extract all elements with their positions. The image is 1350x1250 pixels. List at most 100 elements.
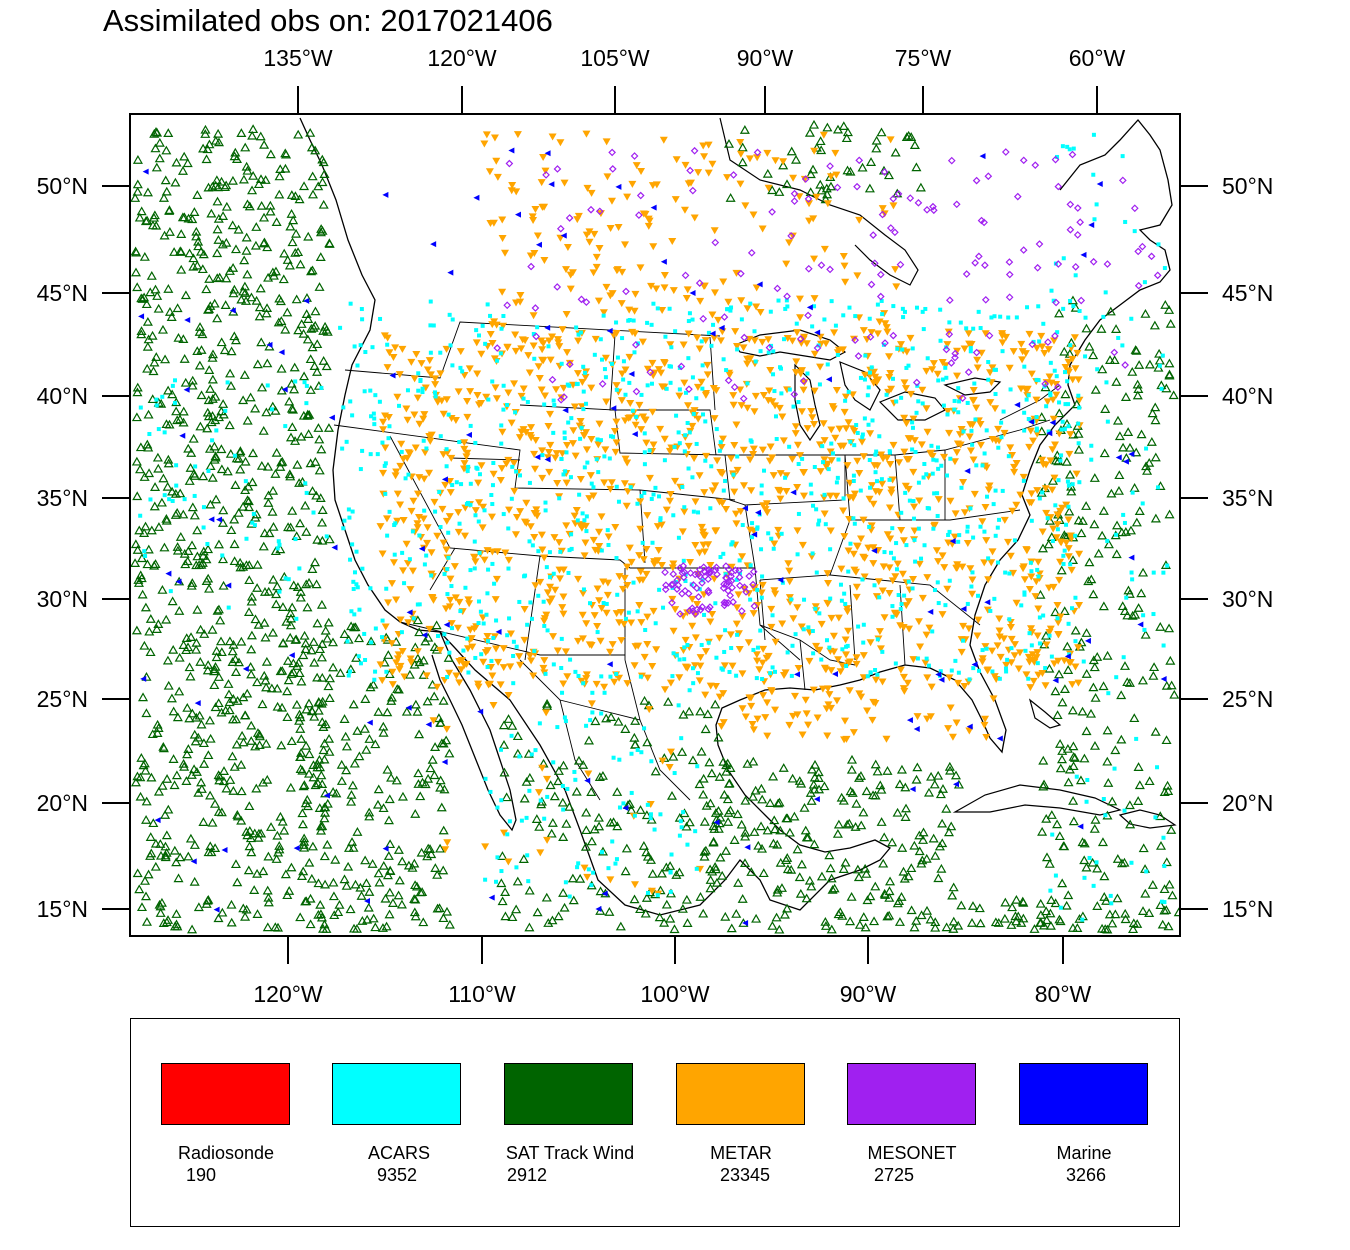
obs-marker	[898, 866, 909, 876]
obs-marker	[1041, 906, 1052, 916]
obs-marker	[318, 157, 329, 167]
obs-marker	[496, 878, 507, 888]
obs-marker	[752, 284, 761, 292]
obs-marker	[286, 862, 297, 872]
obs-marker	[713, 601, 718, 606]
obs-marker	[1035, 910, 1046, 919]
obs-marker	[872, 583, 877, 588]
obs-marker	[826, 265, 834, 274]
obs-marker	[793, 441, 802, 449]
obs-marker	[291, 294, 302, 304]
obs-marker	[442, 632, 447, 637]
obs-marker	[845, 916, 856, 926]
obs-marker	[909, 140, 920, 149]
obs-marker	[713, 732, 724, 742]
obs-marker	[158, 473, 169, 483]
obs-marker	[446, 555, 451, 560]
obs-marker	[878, 587, 887, 595]
obs-marker	[928, 833, 939, 843]
obs-marker	[341, 741, 352, 751]
obs-marker	[789, 712, 798, 720]
obs-marker	[500, 911, 511, 921]
obs-marker	[1147, 880, 1158, 889]
obs-marker	[573, 669, 578, 674]
obs-marker	[705, 864, 716, 874]
obs-marker	[769, 815, 780, 825]
obs-marker	[642, 439, 651, 447]
obs-marker	[676, 564, 684, 572]
obs-marker	[587, 384, 596, 392]
obs-marker	[631, 580, 636, 585]
obs-marker	[491, 596, 500, 604]
obs-marker	[835, 475, 840, 480]
obs-marker	[953, 347, 962, 355]
obs-marker	[909, 415, 918, 423]
obs-marker	[1038, 670, 1047, 678]
obs-marker	[918, 827, 929, 837]
obs-marker	[771, 912, 782, 922]
obs-marker	[869, 365, 874, 370]
obs-marker	[1051, 298, 1056, 303]
obs-marker	[748, 721, 757, 729]
obs-marker	[1151, 612, 1156, 617]
obs-marker	[297, 765, 308, 775]
obs-marker	[340, 446, 345, 451]
obs-marker	[1061, 256, 1066, 261]
obs-marker	[714, 772, 725, 781]
obs-marker	[1068, 681, 1077, 689]
obs-marker	[916, 480, 921, 485]
obs-marker	[1081, 669, 1092, 678]
obs-marker	[1044, 858, 1055, 868]
obs-marker	[767, 185, 778, 195]
obs-marker	[1084, 557, 1095, 567]
obs-marker	[407, 358, 416, 366]
obs-marker	[776, 298, 781, 303]
obs-marker	[568, 657, 573, 662]
obs-marker	[1092, 863, 1103, 873]
obs-marker	[504, 556, 513, 564]
obs-marker	[774, 486, 783, 494]
obs-marker	[247, 130, 258, 140]
obs-marker	[834, 346, 843, 354]
obs-marker	[660, 360, 669, 368]
obs-marker	[670, 585, 675, 590]
obs-marker	[1161, 735, 1172, 745]
obs-marker	[454, 509, 463, 517]
obs-marker	[489, 493, 494, 498]
obs-marker	[615, 921, 626, 931]
obs-marker	[382, 515, 391, 523]
obs-marker	[829, 299, 834, 304]
obs-marker	[945, 330, 954, 339]
obs-marker	[1012, 599, 1021, 607]
obs-marker	[631, 340, 640, 349]
obs-marker	[162, 493, 167, 498]
obs-marker	[161, 186, 172, 196]
obs-marker	[858, 438, 867, 446]
obs-marker	[518, 336, 527, 344]
obs-marker	[602, 398, 611, 406]
obs-marker	[295, 518, 306, 528]
obs-marker	[878, 678, 887, 686]
obs-marker	[796, 400, 801, 405]
obs-marker	[227, 657, 238, 666]
obs-marker	[677, 903, 688, 913]
obs-marker	[385, 349, 394, 357]
obs-marker	[782, 813, 793, 823]
obs-marker	[134, 525, 145, 535]
obs-marker	[643, 674, 652, 682]
obs-marker	[954, 679, 963, 687]
obs-marker	[875, 780, 886, 790]
obs-marker	[512, 731, 523, 741]
obs-marker	[810, 387, 819, 395]
obs-marker	[501, 792, 512, 802]
obs-marker	[728, 583, 737, 592]
obs-marker	[968, 506, 973, 511]
obs-marker	[334, 899, 345, 909]
obs-marker	[581, 681, 586, 686]
obs-marker	[217, 211, 229, 220]
obs-marker	[578, 436, 583, 441]
obs-marker	[925, 914, 936, 924]
obs-marker	[492, 645, 501, 653]
obs-marker	[734, 577, 739, 582]
obs-marker	[769, 472, 778, 480]
